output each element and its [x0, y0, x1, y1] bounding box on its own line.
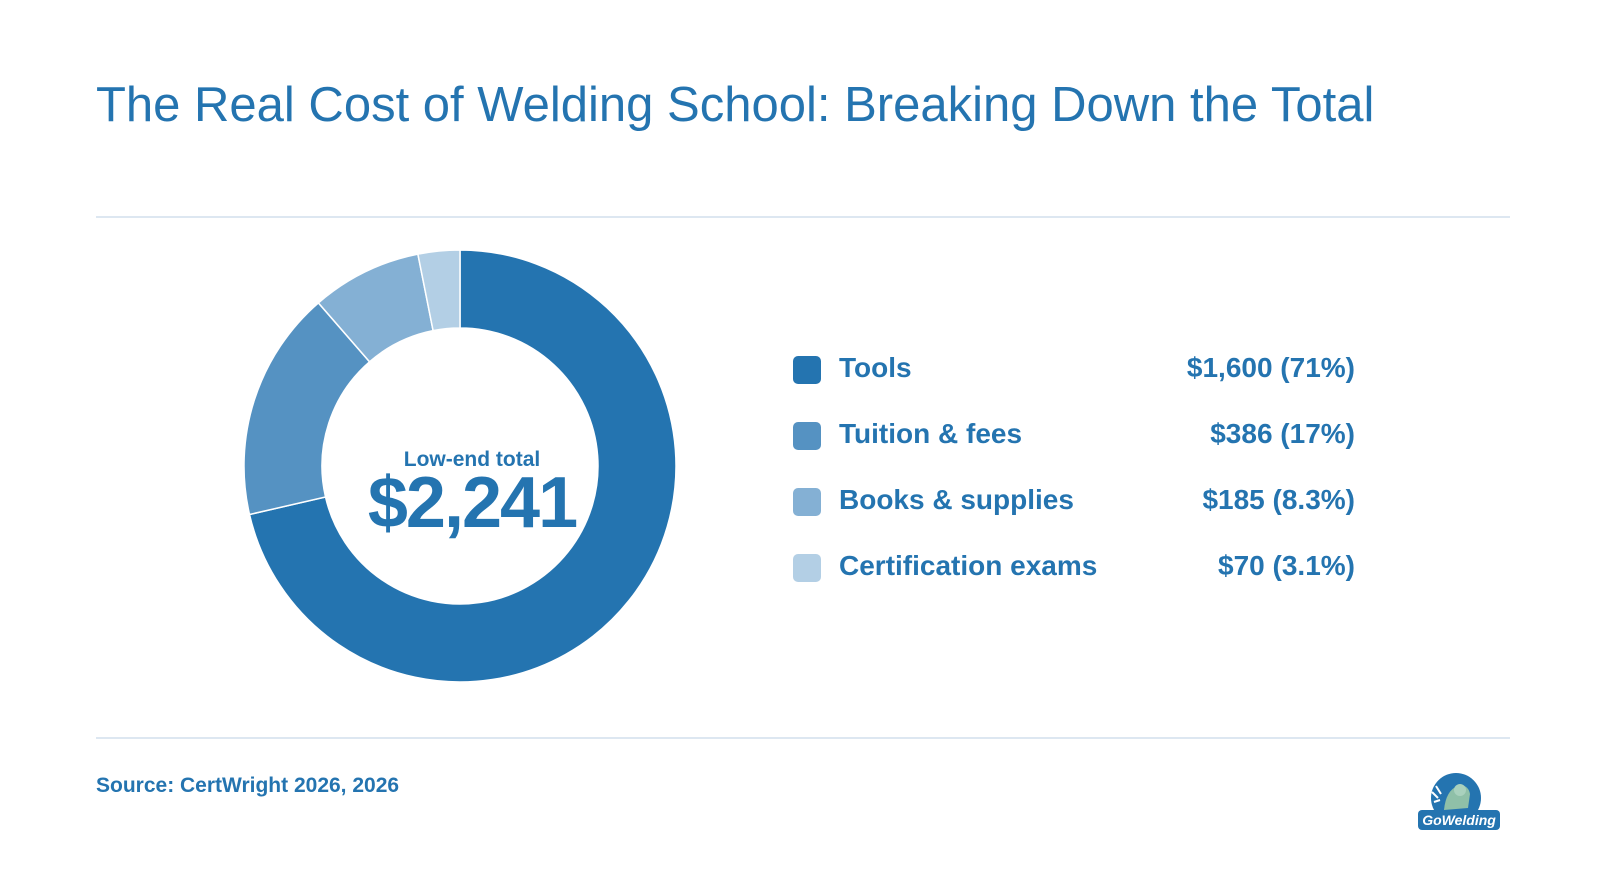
legend-item-certification: Certification exams $70 (3.1%)	[793, 542, 1355, 608]
legend: Tools $1,600 (71%) Tuition & fees $386 (…	[793, 344, 1355, 608]
legend-value: $1,600 (71%)	[1186, 352, 1355, 383]
legend-item-tuition: Tuition & fees $386 (17%)	[793, 410, 1355, 476]
legend-swatch	[793, 422, 821, 450]
center-label: Low-end total	[403, 448, 541, 471]
legend-item-books: Books & supplies $185 (8.3%)	[793, 476, 1355, 542]
logo-text: GoWelding	[1422, 812, 1496, 828]
center-total-value: $2,241	[367, 463, 578, 543]
source-note: Source: CertWright 2026, 2026	[96, 774, 400, 797]
legend-swatch	[793, 488, 821, 516]
gowelding-logo[interactable]: GoWelding	[1416, 768, 1526, 840]
donut-slice-tools	[248, 249, 677, 683]
bottom-divider	[96, 737, 1510, 739]
legend-value: $185 (8.3%)	[1202, 484, 1355, 515]
legend-swatch	[793, 356, 821, 384]
legend-label: Tuition & fees	[839, 418, 1023, 449]
legend-item-tools: Tools $1,600 (71%)	[793, 344, 1355, 410]
legend-label: Books & supplies	[839, 484, 1074, 515]
legend-value: $70 (3.1%)	[1218, 550, 1355, 581]
legend-label: Tools	[839, 352, 912, 383]
donut-chart	[243, 249, 677, 683]
top-divider	[96, 216, 1510, 218]
chart-title: The Real Cost of Welding School: Breakin…	[96, 78, 1375, 132]
legend-label: Certification exams	[839, 550, 1098, 581]
legend-swatch	[793, 554, 821, 582]
legend-value: $386 (17%)	[1210, 418, 1355, 449]
donut-slice-certification-exams	[416, 249, 461, 332]
